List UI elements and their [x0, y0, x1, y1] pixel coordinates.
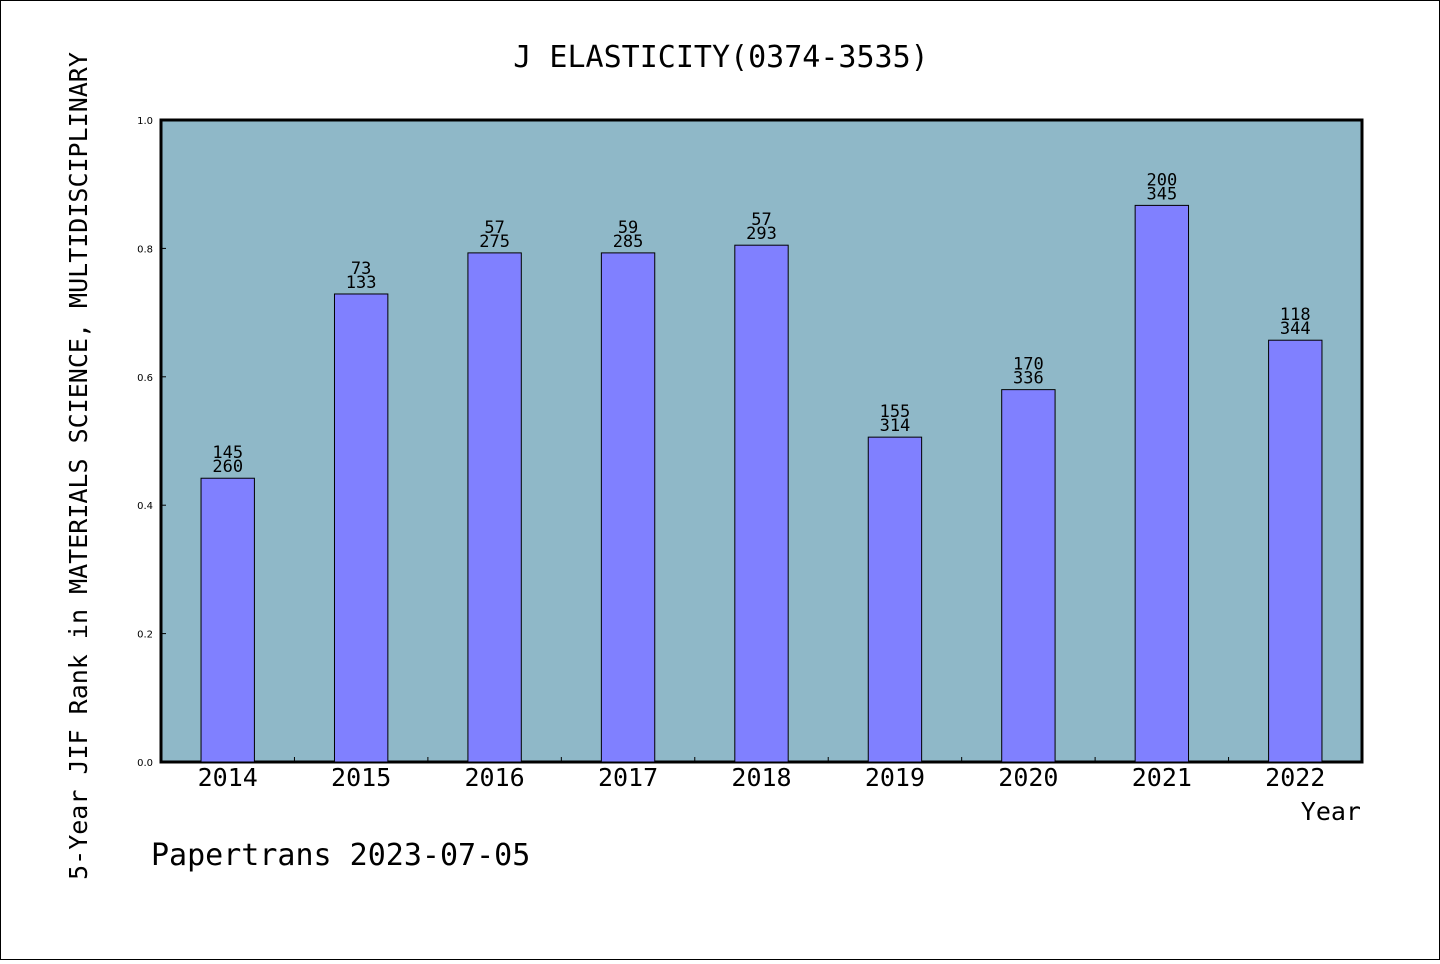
x-axis-ticks: 2014 2015 2016 2017 2018 2019 2020 2021 2022	[198, 757, 1325, 792]
bar-rank-label: 59	[618, 218, 638, 238]
bar-rank-label: 145	[212, 443, 243, 463]
y-tick-label: 1.0	[137, 116, 153, 127]
y-axis-label: 5-Year JIF Rank in MATERIALS SCIENCE, MU…	[64, 52, 93, 880]
chart-title: J ELASTICITY(0374-3535)	[513, 40, 928, 75]
bar-total-label: 133	[346, 273, 377, 293]
bar-2017	[600, 252, 656, 763]
bar-total-label: 293	[746, 224, 777, 244]
bar-rank-label: 57	[751, 210, 771, 230]
bar-2018	[734, 244, 789, 763]
x-tick-label: 2022	[1265, 763, 1325, 792]
bar-2015	[333, 293, 389, 763]
bar-2019	[867, 436, 923, 763]
bar-total-label: 314	[880, 416, 911, 436]
bar-total-label: 260	[212, 457, 243, 477]
y-tick-label: 0.0	[137, 758, 153, 769]
bar-2021	[1134, 204, 1190, 763]
x-tick-label: 2019	[865, 763, 925, 792]
bar-total-label: 345	[1146, 184, 1177, 204]
x-tick-label: 2014	[198, 763, 258, 792]
x-tick-label: 2020	[998, 763, 1058, 792]
bar-2020	[1001, 389, 1056, 763]
bar-total-label: 285	[613, 232, 644, 252]
x-tick-label: 2017	[598, 763, 658, 792]
bar-rank-label: 118	[1280, 305, 1311, 325]
bar-2014	[200, 477, 255, 763]
bars: 1452607313357275592855729315531417033620…	[200, 170, 1323, 763]
bar-rank-label: 170	[1013, 355, 1044, 375]
y-axis-ticks: 0.0 0.2 0.4 0.6 0.8 1.0	[137, 116, 166, 769]
bar-rank-label: 155	[880, 402, 911, 422]
footer-watermark: Papertrans 2023-07-05	[151, 838, 530, 873]
bar-2022	[1268, 339, 1323, 763]
bar-total-label: 344	[1280, 319, 1311, 339]
bar-rank-label: 200	[1146, 170, 1177, 190]
x-tick-label: 2018	[731, 763, 791, 792]
y-tick-label: 0.2	[137, 630, 153, 641]
x-axis-label: Year	[1301, 797, 1361, 826]
y-tick-label: 0.4	[137, 501, 153, 512]
bar-total-label: 336	[1013, 369, 1044, 389]
bar-rank-label: 73	[351, 259, 371, 279]
bar-2016	[467, 252, 522, 763]
x-tick-label: 2016	[465, 763, 525, 792]
x-tick-label: 2015	[331, 763, 391, 792]
bar-rank-label: 57	[484, 218, 504, 238]
x-tick-label: 2021	[1132, 763, 1192, 792]
bar-total-label: 275	[479, 232, 510, 252]
y-tick-label: 0.6	[137, 373, 153, 384]
y-tick-label: 0.8	[137, 244, 153, 255]
